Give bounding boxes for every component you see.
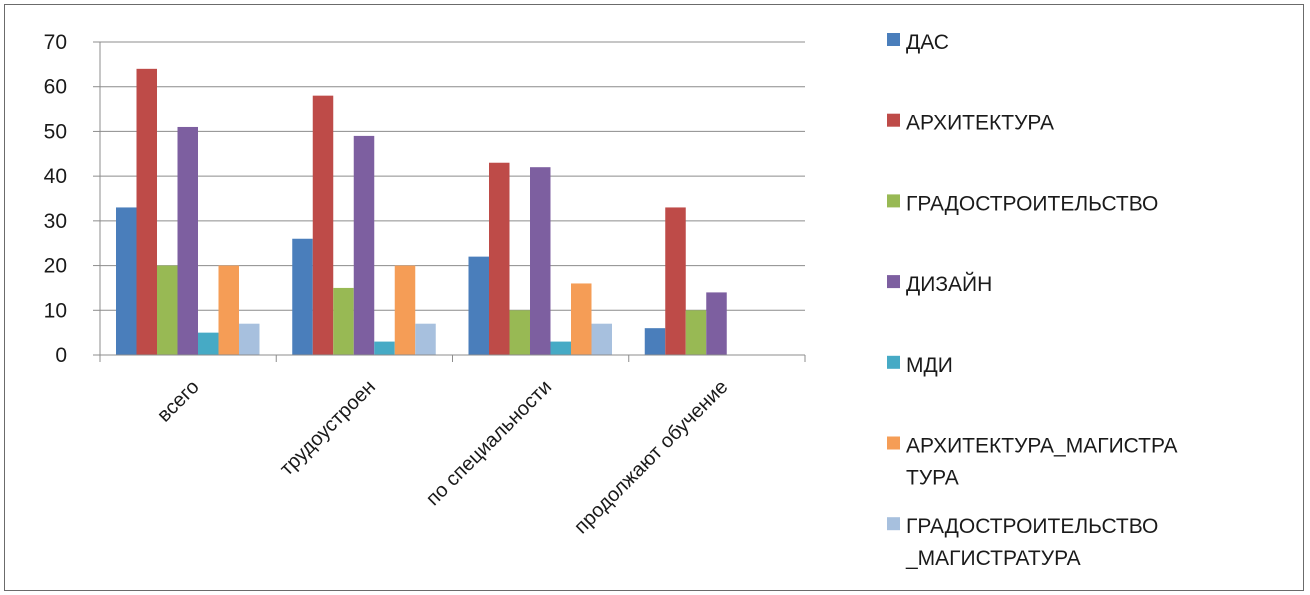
bar	[530, 167, 551, 355]
legend-swatch	[887, 113, 900, 127]
legend-swatch	[887, 436, 900, 450]
bar	[394, 265, 416, 355]
legend-swatch	[887, 355, 900, 369]
bar	[685, 310, 707, 355]
bar	[333, 287, 354, 355]
legend-item: ГРАДОСТРОИТЕЛЬСТВО _МАГИСТРАТУРА	[887, 515, 1158, 570]
x-tick-label: всего	[153, 376, 204, 427]
legend-swatch	[887, 194, 900, 208]
legend-label: ДИЗАЙН	[906, 272, 992, 296]
bar	[198, 332, 219, 355]
bar	[509, 310, 530, 355]
legend-label: МДИ	[906, 354, 953, 377]
legend-swatch	[887, 517, 900, 531]
bar	[239, 323, 260, 355]
legend-swatch	[887, 33, 900, 46]
legend: ДАС АРХИТЕКТУРА ГРАДОСТРОИТЕЛЬСТВО ДИЗАЙН МД…	[887, 31, 1178, 570]
x-tick-label: продолжают обучение	[570, 376, 732, 538]
legend-item: АРХИТЕКТУРА	[887, 112, 1054, 135]
bar	[468, 256, 489, 355]
bar	[550, 341, 571, 355]
y-tick-label: 0	[55, 344, 67, 367]
y-tick-label: 10	[44, 299, 67, 322]
chart-frame: 0 10 20 30 40 50 60 70 всего трудоустроен по специ…	[4, 4, 1304, 591]
bar	[415, 323, 436, 355]
bar	[312, 95, 334, 356]
legend-item: ГРАДОСТРОИТЕЛЬСТВО	[887, 192, 1158, 215]
legend-item: ДАС	[887, 31, 949, 54]
legend-label: ГРАДОСТРОИТЕЛЬСТВО	[906, 515, 1158, 538]
bar	[374, 341, 395, 355]
legend-label: ДАС	[906, 31, 949, 54]
legend-label: ГРАДОСТРОИТЕЛЬСТВО	[906, 192, 1158, 215]
bars	[116, 68, 727, 356]
bar-chart: 0 10 20 30 40 50 60 70 всего трудоустроен по специ…	[44, 31, 1178, 570]
bar	[218, 265, 239, 355]
bar	[706, 292, 727, 355]
bar	[136, 68, 157, 356]
legend-label: АРХИТЕКТУРА	[906, 112, 1054, 135]
y-tick-label: 70	[44, 31, 67, 54]
bar	[489, 162, 510, 355]
gridlines	[100, 41, 805, 311]
bar	[177, 126, 198, 355]
legend-swatch	[887, 275, 900, 289]
y-tick-label: 20	[44, 255, 67, 278]
bar	[157, 265, 178, 355]
bar	[644, 328, 666, 355]
legend-item: МДИ	[887, 354, 953, 377]
x-tick-label: трудоустроен	[276, 376, 380, 480]
y-tick-label: 30	[44, 210, 67, 233]
bar	[591, 323, 612, 355]
legend-label: АРХИТЕКТУРА_МАГИСТРА	[906, 435, 1178, 458]
bar	[353, 135, 375, 355]
bar	[292, 238, 313, 355]
y-tick-label: 40	[44, 165, 67, 188]
bar	[571, 283, 592, 355]
bar	[665, 207, 686, 355]
y-tick-label: 60	[44, 76, 67, 99]
legend-label: ТУРА	[906, 467, 959, 490]
x-tick-label: по специальности	[422, 376, 556, 510]
legend-item: ДИЗАЙН	[887, 272, 992, 296]
legend-label: _МАГИСТРАТУРА	[905, 547, 1081, 570]
y-tick-label: 50	[44, 120, 67, 143]
bar	[116, 207, 137, 355]
legend-item: АРХИТЕКТУРА_МАГИСТРА ТУРА	[887, 435, 1178, 490]
